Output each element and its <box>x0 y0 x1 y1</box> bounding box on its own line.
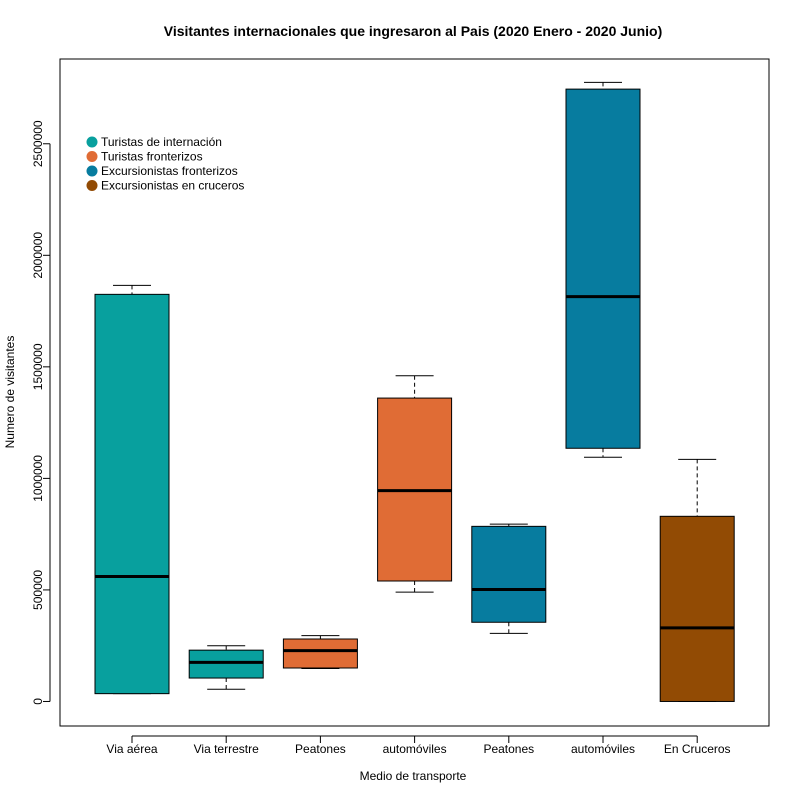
box-6 <box>565 81 641 458</box>
legend-entry: Turistas fronterizos <box>86 150 203 164</box>
x-tick-label: Via terrestre <box>194 742 259 756</box>
y-tick-label: 2500000 <box>31 120 45 167</box>
x-tick-label: automóviles <box>571 742 635 756</box>
legend-label: Excursionistas fronterizos <box>101 164 238 178</box>
plot-frame <box>59 58 770 727</box>
box-5 <box>471 523 547 634</box>
legend-entry: Excursionistas fronterizos <box>86 164 238 178</box>
box-2 <box>188 645 264 690</box>
y-tick-label: 500000 <box>31 570 45 610</box>
legend-entry: Excursionistas en cruceros <box>86 179 244 193</box>
boxes <box>94 81 735 702</box>
box-body <box>282 638 358 669</box>
x-axis-label: Medio de transporte <box>360 769 467 783</box>
box-body <box>94 293 170 695</box>
box-3 <box>282 635 358 669</box>
legend-swatch <box>86 165 98 177</box>
box-body <box>659 515 735 702</box>
x-tick-label: automóviles <box>383 742 447 756</box>
legend-swatch <box>86 136 98 148</box>
box-4 <box>377 375 453 593</box>
box-7 <box>659 458 735 702</box>
box-body <box>565 88 641 449</box>
y-axis-label: Numero de visitantes <box>3 336 17 449</box>
legend-label: Turistas fronterizos <box>101 150 203 164</box>
y-tick-label: 0 <box>31 698 45 705</box>
box-body <box>188 649 264 679</box>
y-tick-label: 1500000 <box>31 343 45 390</box>
chart-title: Visitantes internacionales que ingresaro… <box>164 23 662 39</box>
x-tick-label: Peatones <box>295 742 346 756</box>
x-tick-label: Peatones <box>483 742 534 756</box>
legend-entry: Turistas de internación <box>86 135 222 149</box>
x-axis: Via aérea Via terrestre Peatones automóvile… <box>106 735 731 756</box>
box-1 <box>94 284 170 695</box>
legend-swatch <box>86 180 98 191</box>
x-tick-label: Via aérea <box>106 742 157 756</box>
y-axis: 0 500000 1000000 1500000 2000000 2500000 <box>31 120 51 705</box>
legend-swatch <box>86 151 98 162</box>
y-tick-label: 1000000 <box>31 455 45 502</box>
y-tick-label: 2000000 <box>31 232 45 279</box>
box-body <box>471 525 547 623</box>
legend-label: Excursionistas en cruceros <box>101 179 244 193</box>
x-tick-label: En Cruceros <box>664 742 731 756</box>
legend-label: Turistas de internación <box>101 135 222 149</box>
